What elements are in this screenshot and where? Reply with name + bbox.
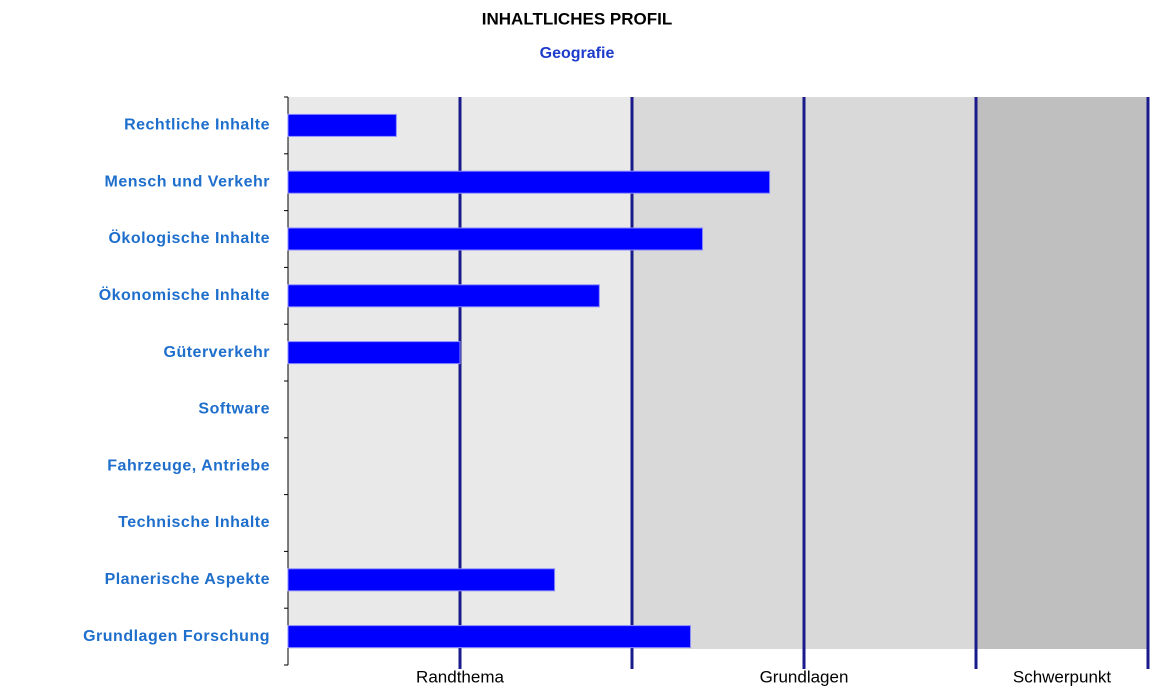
y-tick-label: Rechtliche Inhalte xyxy=(124,117,270,134)
bar xyxy=(287,170,771,194)
bar xyxy=(287,284,600,308)
zone-label: Randthema xyxy=(416,667,504,686)
y-tick-label: Technische Inhalte xyxy=(118,514,270,531)
y-tick-label: Mensch und Verkehr xyxy=(105,173,271,190)
chart-subtitle: Geografie xyxy=(540,45,615,62)
y-tick-label: Grundlagen Forschung xyxy=(83,628,270,645)
bar xyxy=(287,568,556,592)
bar xyxy=(287,113,397,137)
zone-label: Grundlagen xyxy=(760,667,849,686)
zone xyxy=(976,97,1148,649)
y-tick-label: Software xyxy=(198,401,270,418)
y-tick-label: Planerische Aspekte xyxy=(105,571,270,588)
bar xyxy=(287,227,704,251)
chart-title: INHALTLICHES PROFIL xyxy=(482,9,672,28)
bar xyxy=(287,341,461,365)
y-tick-label: Ökologische Inhalte xyxy=(108,228,270,247)
zone-label: Schwerpunkt xyxy=(1013,667,1112,686)
y-tick-label: Fahrzeuge, Antriebe xyxy=(107,457,270,474)
y-tick-label: Güterverkehr xyxy=(164,344,271,361)
bar xyxy=(287,625,691,649)
y-tick-label: Ökonomische Inhalte xyxy=(99,285,270,304)
